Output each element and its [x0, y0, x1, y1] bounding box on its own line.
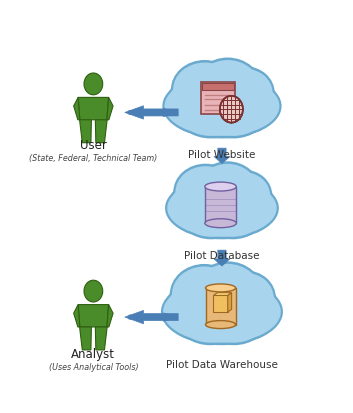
Ellipse shape [196, 264, 260, 320]
Ellipse shape [217, 70, 273, 118]
Ellipse shape [227, 297, 271, 338]
Ellipse shape [227, 184, 273, 228]
Ellipse shape [196, 61, 259, 115]
Polygon shape [214, 251, 230, 266]
Ellipse shape [217, 273, 274, 323]
Ellipse shape [164, 283, 218, 335]
Text: Pilot Data Warehouse: Pilot Data Warehouse [166, 360, 278, 370]
Ellipse shape [168, 182, 219, 230]
Ellipse shape [161, 278, 283, 345]
Polygon shape [129, 109, 178, 117]
Polygon shape [205, 187, 236, 224]
Ellipse shape [174, 92, 217, 132]
Ellipse shape [217, 173, 270, 219]
Ellipse shape [195, 162, 260, 218]
Text: (State, Federal, Technical Team): (State, Federal, Technical Team) [29, 154, 157, 163]
Ellipse shape [205, 284, 236, 292]
Polygon shape [228, 293, 232, 312]
Ellipse shape [215, 170, 272, 221]
Ellipse shape [204, 95, 263, 137]
Ellipse shape [170, 294, 220, 340]
Polygon shape [78, 98, 109, 121]
Polygon shape [79, 327, 91, 350]
Text: Pilot Database: Pilot Database [184, 250, 260, 260]
Polygon shape [74, 305, 80, 327]
Text: Analyst: Analyst [71, 347, 115, 360]
Ellipse shape [228, 286, 277, 333]
Ellipse shape [168, 82, 216, 127]
Ellipse shape [171, 61, 239, 120]
Ellipse shape [227, 92, 270, 132]
Ellipse shape [180, 195, 242, 240]
Ellipse shape [203, 300, 264, 343]
Ellipse shape [176, 194, 217, 233]
Ellipse shape [183, 197, 239, 237]
Ellipse shape [226, 194, 268, 233]
Ellipse shape [180, 300, 241, 343]
Ellipse shape [228, 82, 276, 127]
Ellipse shape [170, 264, 239, 325]
FancyBboxPatch shape [201, 83, 235, 114]
Polygon shape [78, 305, 109, 327]
Polygon shape [95, 121, 107, 143]
Ellipse shape [202, 195, 264, 240]
Ellipse shape [215, 67, 275, 120]
Ellipse shape [226, 79, 278, 130]
Ellipse shape [201, 93, 265, 139]
Ellipse shape [205, 219, 236, 228]
Ellipse shape [193, 262, 262, 323]
Polygon shape [107, 98, 113, 121]
Polygon shape [107, 305, 113, 327]
Ellipse shape [173, 63, 236, 117]
Ellipse shape [172, 267, 237, 323]
Ellipse shape [225, 89, 273, 134]
Ellipse shape [201, 297, 267, 345]
Ellipse shape [181, 95, 240, 137]
Ellipse shape [205, 321, 236, 329]
Ellipse shape [194, 58, 262, 117]
Circle shape [84, 280, 103, 302]
Ellipse shape [175, 167, 236, 218]
Ellipse shape [226, 283, 280, 335]
Polygon shape [214, 293, 232, 296]
Ellipse shape [166, 79, 219, 130]
Ellipse shape [225, 182, 276, 230]
Ellipse shape [205, 183, 236, 192]
Ellipse shape [174, 192, 220, 235]
Ellipse shape [172, 89, 220, 134]
FancyBboxPatch shape [202, 84, 234, 91]
Ellipse shape [178, 93, 243, 139]
Ellipse shape [164, 77, 280, 137]
Polygon shape [95, 327, 107, 350]
Polygon shape [214, 296, 228, 312]
Ellipse shape [165, 178, 279, 240]
Ellipse shape [204, 197, 261, 237]
Ellipse shape [215, 271, 276, 325]
Ellipse shape [197, 164, 258, 216]
Ellipse shape [224, 192, 270, 235]
Text: Pilot Website: Pilot Website [188, 150, 256, 160]
Text: (Uses Analytical Tools): (Uses Analytical Tools) [49, 362, 138, 371]
Ellipse shape [225, 294, 274, 340]
Ellipse shape [163, 281, 281, 343]
Polygon shape [79, 121, 91, 143]
Circle shape [84, 74, 103, 95]
Text: User: User [80, 139, 107, 152]
Polygon shape [74, 98, 80, 121]
Ellipse shape [167, 180, 277, 237]
Ellipse shape [173, 164, 238, 221]
Circle shape [220, 97, 243, 123]
Ellipse shape [173, 297, 217, 338]
Ellipse shape [162, 74, 282, 139]
Polygon shape [205, 288, 236, 325]
Ellipse shape [167, 286, 216, 333]
Polygon shape [129, 313, 178, 321]
Polygon shape [125, 107, 178, 120]
Polygon shape [125, 311, 178, 324]
Ellipse shape [178, 297, 243, 345]
Polygon shape [214, 149, 230, 164]
Ellipse shape [170, 184, 216, 228]
